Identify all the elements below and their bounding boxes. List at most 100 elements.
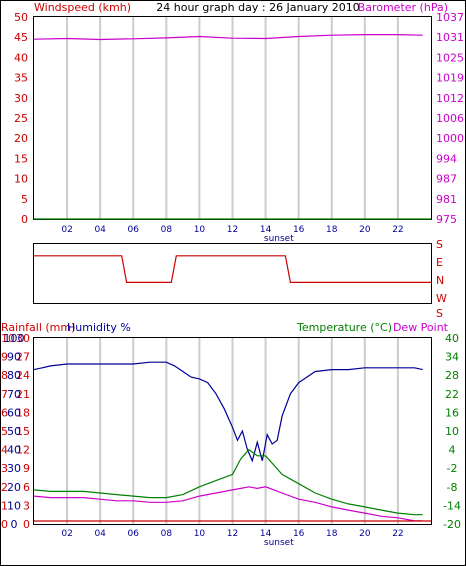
- windspeed-tick-label: 50: [14, 11, 28, 24]
- rain-tick-label: 2: [1, 481, 8, 494]
- panel3-series-line-2: [33, 486, 423, 522]
- humidity-scale-tick-label: 24: [16, 369, 30, 382]
- panel3-temperature-ticks: 40 34 28 22 16 10 4 -2 -8 -14 -20: [443, 332, 461, 531]
- humidity-scale-tick-label: 30: [16, 332, 30, 345]
- windspeed-tick-label: 5: [21, 193, 28, 206]
- temperature-tick-label: -14: [443, 499, 461, 512]
- windspeed-tick-label: 15: [14, 152, 28, 165]
- panel1-series: [33, 33, 431, 220]
- rain-tick-label: 0: [1, 518, 8, 531]
- panel1-series-line-1: [33, 33, 423, 41]
- barometer-tick-label: 1006: [436, 112, 464, 125]
- direction-tick-label: N: [436, 274, 444, 287]
- temperature-tick-label: -20: [443, 518, 461, 531]
- windspeed-tick-label: 35: [14, 72, 28, 85]
- humidity-scale-tick-label: 9: [23, 462, 30, 475]
- barometer-tick-label: 1019: [436, 72, 464, 85]
- panel1-x-tick-label: 22: [392, 225, 403, 235]
- humidity-tick-label: 30: [7, 462, 21, 475]
- rain-tick-label: 5: [1, 425, 8, 438]
- windspeed-tick-label: 45: [14, 31, 28, 44]
- temperature-tick-label: 22: [445, 388, 459, 401]
- panel2-series: [34, 255, 431, 283]
- barometer-tick-label: 1025: [436, 51, 464, 64]
- panel1-sunset-label: sunset: [264, 234, 294, 244]
- rain-tick-label: 8: [1, 369, 8, 382]
- panel1-x-tick-label: 16: [293, 225, 305, 235]
- panel3-x-tick-label: 08: [161, 529, 173, 539]
- barometer-tick-label: 1000: [436, 132, 464, 145]
- panel2-series-line-0: [34, 255, 431, 283]
- humidity-tick-label: 90: [7, 351, 21, 364]
- barometer-tick-label: 1037: [436, 11, 464, 24]
- temperature-tick-label: 4: [449, 444, 456, 457]
- panel3-series-line-1: [33, 448, 423, 516]
- panel2-plot-area: [33, 243, 432, 304]
- humidity-scale-tick-label: 21: [16, 388, 30, 401]
- panel1-x-tick-label: 10: [194, 225, 206, 235]
- windspeed-axis-label: Windspeed (kmh): [34, 1, 131, 14]
- windspeed-tick-label: 0: [21, 213, 28, 226]
- temperature-tick-label: -8: [447, 481, 458, 494]
- panel3-sunset-label: sunset: [264, 538, 294, 548]
- windspeed-tick-label: 40: [14, 51, 28, 64]
- rain-tick-label: 4: [1, 444, 8, 457]
- temperature-tick-label: 40: [445, 332, 459, 345]
- panel1-x-tick-label: 06: [128, 225, 140, 235]
- barometer-tick-label: 994: [436, 152, 457, 165]
- rain-tick-label: 3: [1, 462, 8, 475]
- panel3-gridlines: [66, 338, 399, 524]
- windspeed-tick-label: 25: [14, 112, 28, 125]
- windspeed-tick-label: 30: [14, 92, 28, 105]
- temperature-tick-label: 34: [445, 351, 459, 364]
- panel3-x-tick-label: 20: [359, 529, 371, 539]
- panel3-x-tick-label: 22: [392, 529, 403, 539]
- dewpoint-axis-label: Dew Point: [393, 321, 449, 334]
- windspeed-tick-label: 20: [14, 132, 28, 145]
- panel1-x-tick-label: 08: [161, 225, 173, 235]
- humidity-scale-tick-label: 18: [16, 406, 30, 419]
- panel3-x-tick-label: 14: [260, 529, 272, 539]
- humidity-tick-label: 100: [4, 332, 25, 345]
- direction-tick-label: S: [436, 238, 443, 251]
- temperature-tick-label: 10: [445, 425, 459, 438]
- humidity-tick-label: 60: [7, 406, 21, 419]
- barometer-tick-label: 987: [436, 173, 457, 186]
- humidity-axis-label: Humidity %: [67, 321, 131, 334]
- humidity-tick-label: 70: [7, 388, 21, 401]
- panel1-right-ticks: 1037 1031 1025 1019 1012 1006 1000 994 987 981 975: [436, 11, 464, 226]
- panel1-x-ticks: 02 04 06 08 10 12 14 16 18 20 22: [61, 225, 403, 235]
- barometer-tick-label: 975: [436, 213, 457, 226]
- direction-tick-label: W: [436, 292, 447, 305]
- panel3-series: [33, 361, 431, 522]
- windspeed-tick-label: 10: [14, 173, 28, 186]
- chart-title: 24 hour graph day : 26 January 2010: [156, 1, 360, 14]
- direction-tick-label: S: [436, 307, 443, 320]
- rain-tick-label: 6: [1, 406, 8, 419]
- panel3-x-tick-label: 16: [293, 529, 305, 539]
- barometer-tick-label: 981: [436, 193, 457, 206]
- rain-tick-label: 1: [1, 499, 8, 512]
- rain-tick-label: 10: [1, 332, 15, 345]
- humidity-tick-label: 10: [7, 499, 21, 512]
- rainfall-axis-label: Rainfall (mm): [1, 321, 75, 334]
- barometer-tick-label: 1012: [436, 92, 464, 105]
- barometer-tick-label: 1031: [436, 31, 464, 44]
- temperature-tick-label: -2: [447, 462, 458, 475]
- direction-tick-label: E: [436, 256, 443, 269]
- rain-tick-label: 7: [1, 388, 8, 401]
- panel1-x-tick-label: 04: [94, 225, 106, 235]
- panel3-x-tick-label: 12: [227, 529, 238, 539]
- humidity-scale-tick-label: 6: [23, 481, 30, 494]
- panel3-x-tick-label: 04: [94, 529, 106, 539]
- panel3-x-tick-label: 02: [61, 529, 72, 539]
- panel3-x-ticks: 02 04 06 08 10 12 14 16 18 20 22: [61, 529, 403, 539]
- humidity-scale-tick-label: 27: [16, 351, 30, 364]
- panel1-x-tick-label: 02: [61, 225, 72, 235]
